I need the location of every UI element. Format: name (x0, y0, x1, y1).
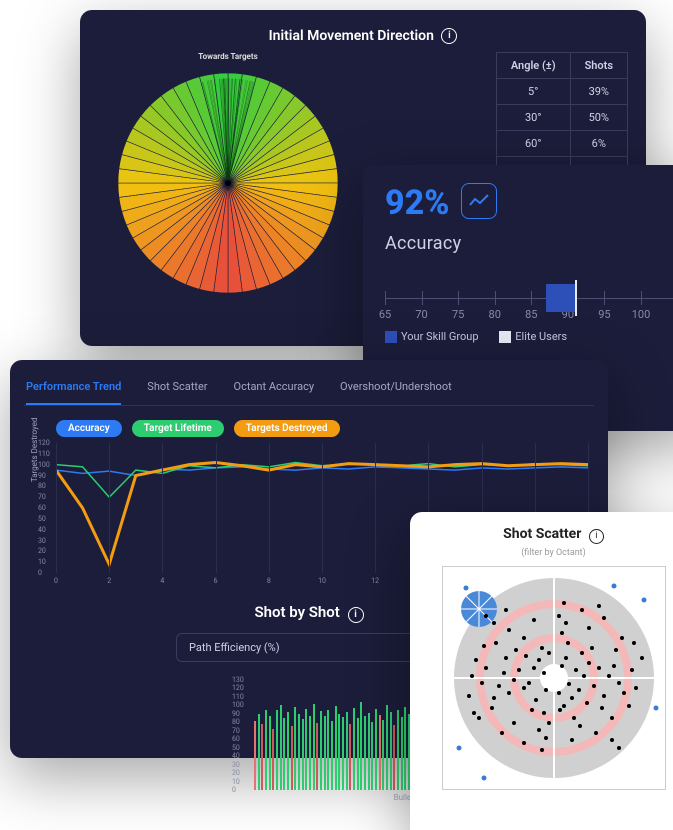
card4-subtitle: (filter by Octant) (426, 548, 673, 558)
series-pill[interactable]: Targets Destroyed (234, 420, 340, 437)
card1-title: Initial Movement Direction (269, 28, 434, 44)
accuracy-legend: Your Skill Group Elite Users (385, 330, 673, 343)
scale-tick-label: 100 (632, 308, 651, 321)
direction-wheel: Towards Targets (98, 52, 358, 307)
table-row: 5°39% (496, 79, 627, 105)
angle-shots-table: Angle (±) Shots 5°39% 30°50% 60°6% 90°1% (496, 52, 628, 183)
scatter-plot (442, 566, 666, 790)
card4-title-row: Shot Scatter i (426, 526, 673, 544)
skill-group-swatch (385, 331, 397, 343)
skill-group-label: Your Skill Group (401, 330, 479, 343)
sbs-title: Shot by Shot (254, 603, 339, 621)
scale-tick-label: 85 (525, 308, 537, 321)
accuracy-scale: 65707580859095100 (385, 278, 673, 322)
card1-title-row: Initial Movement Direction i (98, 28, 628, 44)
table-row: 60°6% (496, 131, 627, 157)
shot-scatter-card: Shot Scatter i (filter by Octant) (410, 512, 673, 830)
tab-performance-trend[interactable]: Performance Trend (26, 374, 121, 405)
tab-overshoot-undershoot[interactable]: Overshoot/Undershoot (340, 374, 452, 405)
scale-tick-label: 95 (598, 308, 610, 321)
series-pill[interactable]: Target Lifetime (132, 420, 224, 437)
trend-button[interactable] (461, 183, 497, 219)
card4-title: Shot Scatter (503, 526, 581, 542)
table-header: Shots (570, 53, 627, 79)
path-efficiency-dropdown[interactable]: Path Efficiency (%) ⌄ (176, 633, 442, 662)
tab-shot-scatter[interactable]: Shot Scatter (147, 374, 207, 405)
accuracy-percent: 92% (385, 183, 449, 223)
scale-tick-label: 65 (379, 308, 391, 321)
info-icon[interactable]: i (441, 28, 457, 44)
direction-wheel-svg (98, 63, 358, 303)
table-header: Angle (±) (496, 53, 570, 79)
towards-targets-label: Towards Targets (98, 52, 358, 61)
elite-users-label: Elite Users (515, 330, 567, 343)
scale-tick-label: 80 (489, 308, 501, 321)
dropdown-label: Path Efficiency (%) (189, 641, 280, 654)
elite-marker (575, 280, 577, 316)
series-pill[interactable]: Accuracy (56, 420, 122, 437)
performance-tabs: Performance Trend Shot Scatter Octant Accu… (24, 374, 594, 406)
accuracy-label: Accuracy (385, 233, 673, 254)
scale-axis (385, 298, 673, 299)
table-row: 30°50% (496, 105, 627, 131)
info-icon[interactable]: i (589, 529, 604, 544)
elite-users-swatch (499, 331, 511, 343)
trend-line-icon (469, 193, 489, 209)
skill-group-box (546, 284, 575, 312)
tab-octant-accuracy[interactable]: Octant Accuracy (234, 374, 315, 405)
series-pills: Accuracy Target Lifetime Targets Destroyed (56, 420, 594, 437)
scale-tick-label: 75 (452, 308, 464, 321)
info-icon[interactable]: i (348, 607, 364, 623)
scale-tick-label: 70 (415, 308, 427, 321)
